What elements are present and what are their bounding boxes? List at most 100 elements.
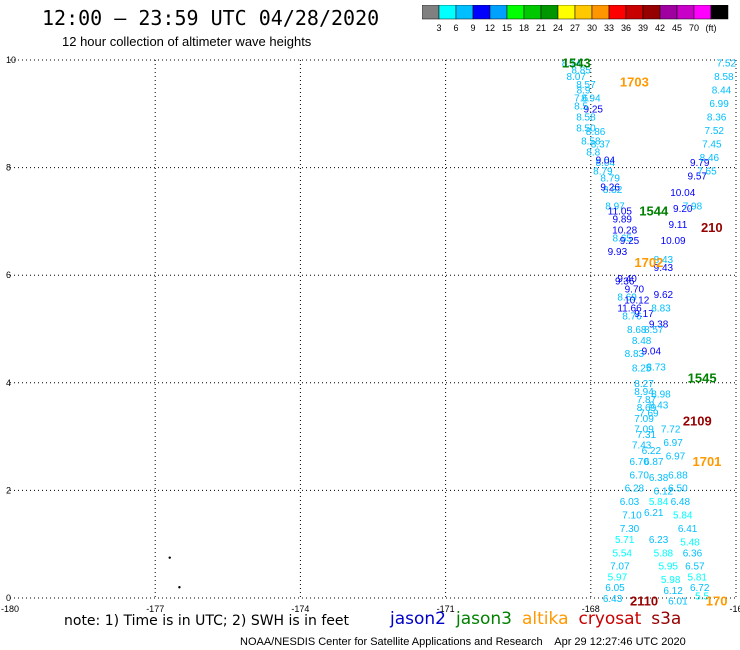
wave-height-value: 6.01 xyxy=(668,597,688,608)
wave-height-value: 7.07 xyxy=(610,562,630,573)
wave-height-value: 6.12 xyxy=(663,586,683,597)
pass-time-label: 170 xyxy=(706,594,728,609)
wave-height-value: 7.10 xyxy=(622,511,642,522)
wave-height-value: 6.21 xyxy=(644,508,664,519)
wave-height-value: 9.26 xyxy=(600,182,620,193)
wave-height-value: 7.30 xyxy=(620,524,640,535)
wave-height-value: 8.86 xyxy=(586,127,606,138)
wave-height-value: 6.99 xyxy=(709,99,729,110)
wave-height-value: 9.93 xyxy=(608,247,628,258)
wave-height-value: 8.68 xyxy=(627,325,647,336)
wave-height-value: 5.84 xyxy=(649,497,669,508)
wave-height-value: 6.57 xyxy=(685,562,705,573)
credit-line: NOAA/NESDIS Center for Satellite Applica… xyxy=(240,636,686,648)
x-tick-label: -16 xyxy=(729,604,740,612)
wave-height-value: 8.44 xyxy=(712,86,732,97)
wave-height-value: 8.36 xyxy=(707,112,727,123)
wave-height-value: 11.66 xyxy=(617,303,642,314)
y-tick-label: 6 xyxy=(6,270,11,280)
wave-height-value: 8.27 xyxy=(634,379,654,390)
pass-time-label: 210 xyxy=(701,220,723,235)
wave-height-value: 6.50 xyxy=(668,484,688,495)
wave-height-value: 6.12 xyxy=(654,486,674,497)
wave-height-value: 6.03 xyxy=(620,497,640,508)
color-scale-label: 9 xyxy=(470,23,475,33)
x-tick-label: -180 xyxy=(1,604,19,612)
x-tick-label: -168 xyxy=(582,604,600,612)
wave-height-value: 8.83 xyxy=(625,349,645,360)
wave-height-plot: -180-177-174-171-168-1602468108.148.858.… xyxy=(1,55,740,612)
wave-height-value: 8.14 xyxy=(562,59,582,70)
color-scale-label: 12 xyxy=(485,23,495,33)
wave-height-value: 9.20 xyxy=(673,204,693,215)
wave-height-value: 8.73 xyxy=(646,363,666,374)
pass-time-label: 1703 xyxy=(620,75,649,90)
wave-height-value: 8.48 xyxy=(632,336,652,347)
color-scale-legend: 3 6 9 12 15 18 21 24 27 30 33 36 39 42 45 70 (ft) xyxy=(422,5,729,33)
wave-height-value: 6.70 xyxy=(629,470,649,481)
wave-height-value: 9.25 xyxy=(620,236,640,247)
wave-height-value: 5.88 xyxy=(654,548,674,559)
x-tick-label: -177 xyxy=(146,604,164,612)
y-tick-label: 10 xyxy=(6,55,16,65)
satellite-legend-item: altika xyxy=(522,609,569,629)
y-tick-label: 0 xyxy=(6,593,11,603)
wave-height-value: 7.31 xyxy=(637,430,657,441)
wave-height-value: 8.04 xyxy=(596,158,616,169)
wave-height-value: 6.36 xyxy=(683,548,703,559)
wave-height-value: 7.52 xyxy=(704,126,724,137)
wave-height-value: 6.70 xyxy=(629,457,649,468)
wave-height-value: 6.87 xyxy=(644,457,664,468)
wave-height-value: 9.57 xyxy=(688,172,708,183)
wave-height-value: 7.65 xyxy=(697,166,717,177)
wave-height-value: 9.04 xyxy=(642,347,662,358)
wave-height-value: 8.69 xyxy=(617,293,637,304)
wave-height-value: 5.5 xyxy=(695,591,709,602)
wave-height-value: 8.98 xyxy=(651,390,671,401)
wave-height-value: 8.97 xyxy=(605,201,625,212)
wave-height-value: 8.85 xyxy=(571,66,591,77)
wave-height-value: 8.83 xyxy=(651,303,671,314)
data-point xyxy=(168,556,171,559)
wave-height-value: 9.25 xyxy=(583,104,603,115)
color-scale-label: 15 xyxy=(502,23,512,33)
color-scale-label: 33 xyxy=(604,23,614,33)
wave-height-value: 9.79 xyxy=(690,158,710,169)
pass-time-label: 2109 xyxy=(683,413,712,428)
wave-height-value: 8.07 xyxy=(567,72,587,83)
color-scale-label: 42 xyxy=(655,23,665,33)
wave-height-value: 8.79 xyxy=(600,173,620,184)
wave-height-value: 9.40 xyxy=(617,274,637,285)
x-tick-label: -171 xyxy=(437,604,455,612)
wave-height-value: 8.58 xyxy=(714,72,734,83)
color-scale-label: 27 xyxy=(570,23,580,33)
pass-time-label: 1543 xyxy=(562,56,591,71)
wave-height-value: 9.36 xyxy=(615,277,635,288)
y-tick-label: 8 xyxy=(6,163,11,173)
wave-height-value: 6.38 xyxy=(649,473,669,484)
wave-height-value: 5.71 xyxy=(615,535,635,546)
chart-title: 12:00 – 23:59 UTC 04/28/2020 xyxy=(42,6,380,30)
color-scale-label: 70 xyxy=(689,23,699,33)
wave-height-value: 7.43 xyxy=(632,441,652,452)
wave-height-value: 10.12 xyxy=(624,295,649,306)
data-point xyxy=(178,586,181,589)
wave-height-value: 8.37 xyxy=(591,139,611,150)
wave-height-value: 7.45 xyxy=(702,139,722,150)
wave-height-value: 6.97 xyxy=(666,451,686,462)
wave-height-value: 7.98 xyxy=(683,201,703,212)
wave-height-value: 8.57 xyxy=(576,80,596,91)
wave-height-value: 8.43 xyxy=(649,400,669,411)
color-scale-label: 39 xyxy=(638,23,648,33)
wave-height-value: 9.38 xyxy=(649,320,669,331)
y-tick-label: 2 xyxy=(6,485,11,495)
color-scale-label: 36 xyxy=(621,23,631,33)
wave-height-value: 7.6 xyxy=(574,94,588,105)
wave-height-value: 7.69 xyxy=(639,408,659,419)
footnote: note: 1) Time is in UTC; 2) SWH is in fe… xyxy=(64,613,350,629)
wave-height-value: 8.79 xyxy=(593,166,613,177)
wave-height-value: 8.5 xyxy=(574,102,588,113)
wave-height-value: 5.48 xyxy=(680,538,700,549)
wave-height-value: 6.23 xyxy=(649,535,669,546)
color-scale-label: 18 xyxy=(519,23,529,33)
